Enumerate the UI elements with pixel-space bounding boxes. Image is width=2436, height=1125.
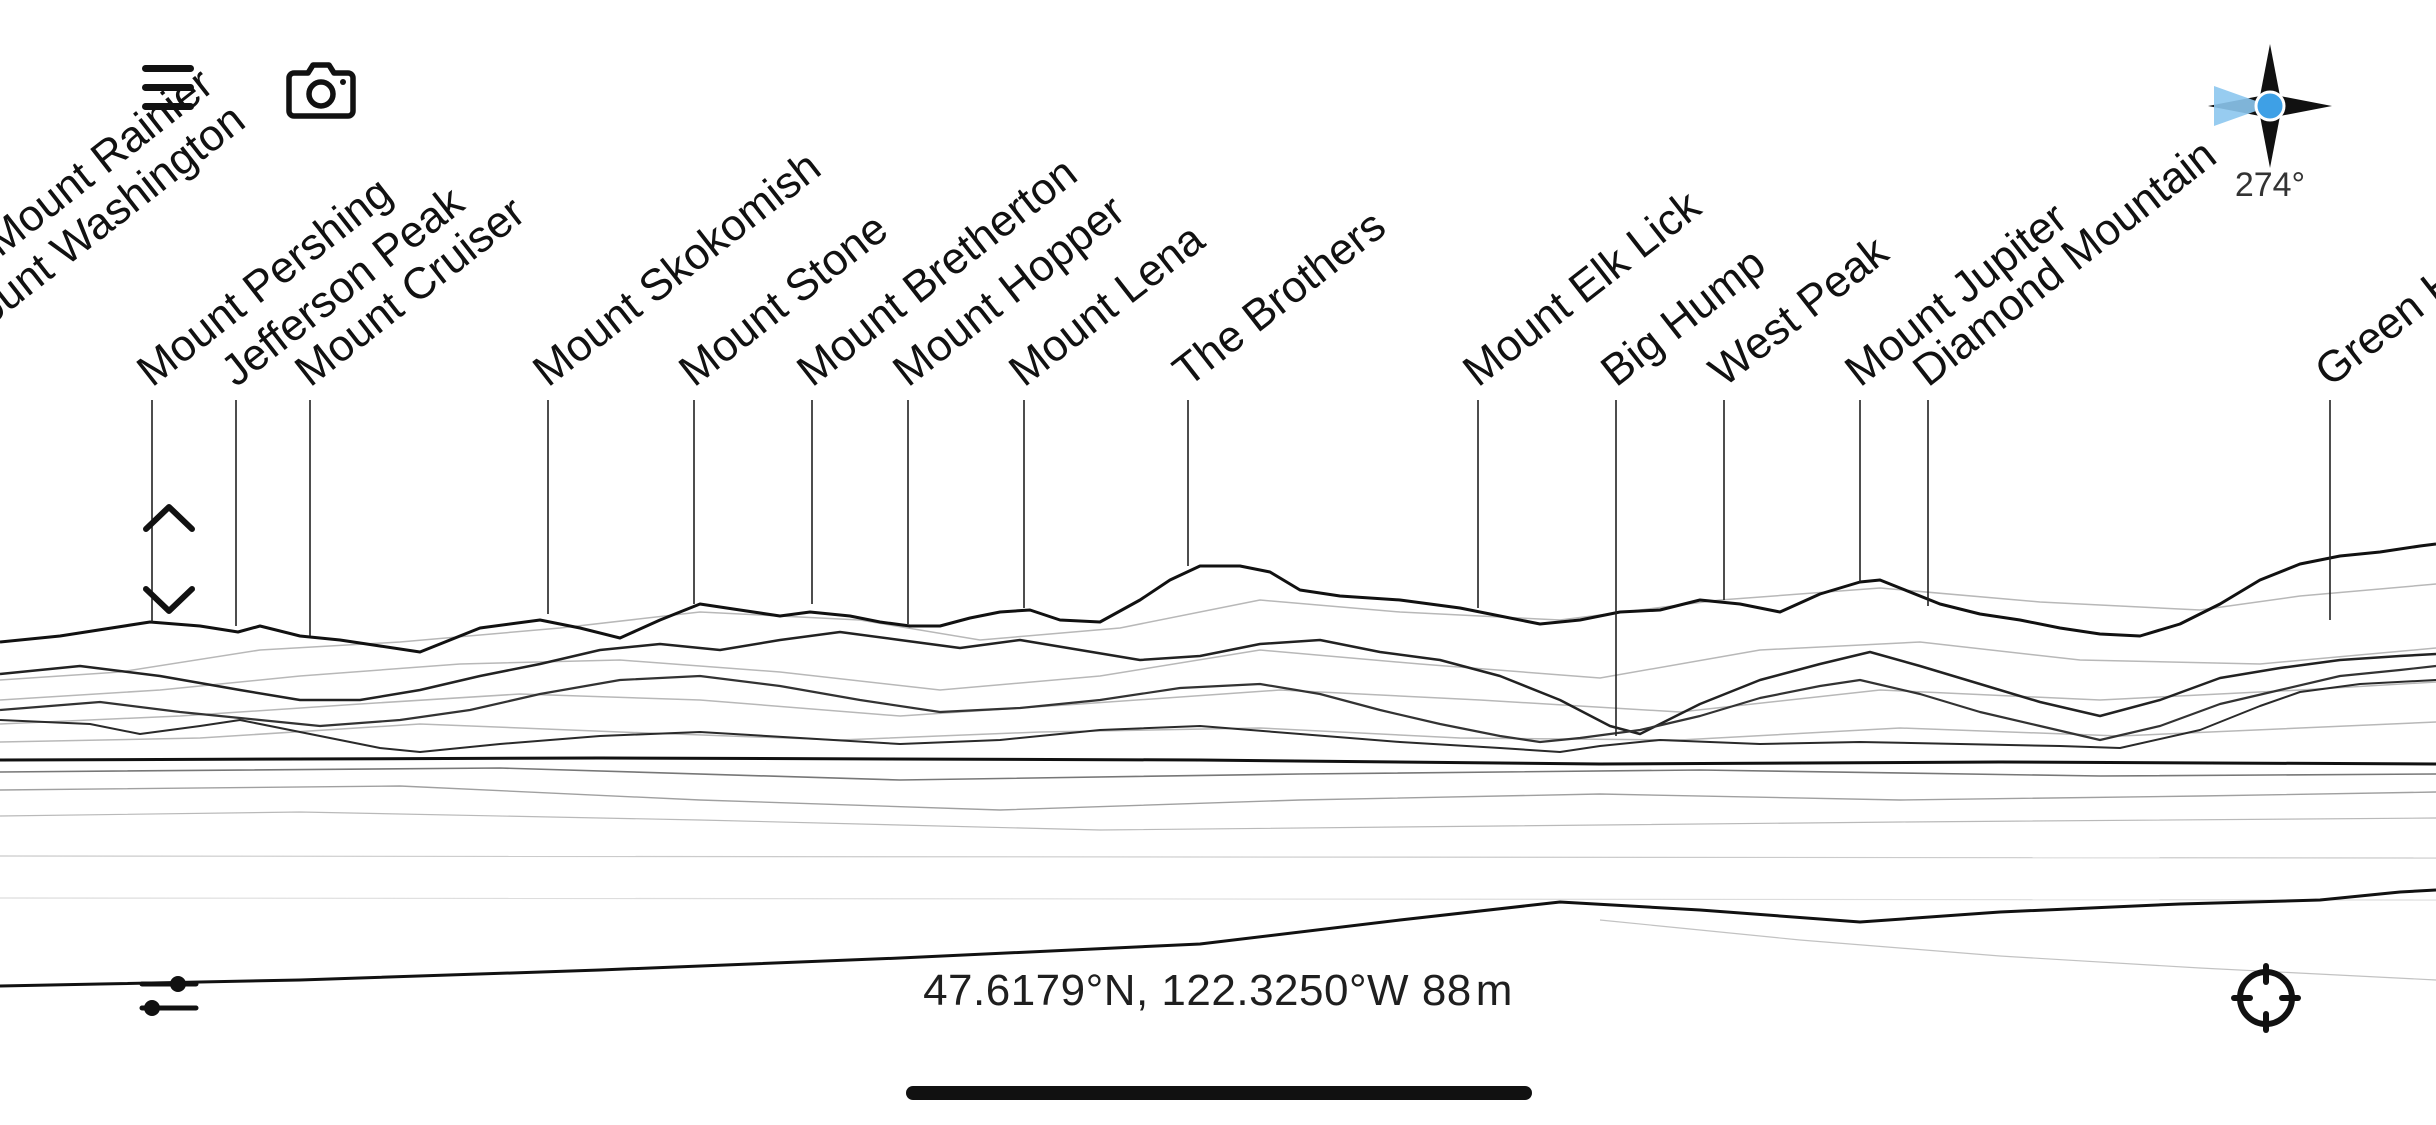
- menu-button[interactable]: [132, 52, 204, 124]
- near-ridge-2: [0, 785, 2436, 811]
- ridge-mid-2: [0, 664, 2436, 744]
- ridge-faint: [0, 583, 2436, 681]
- coordinates-text: 47.6179°N, 122.3250°W: [923, 966, 1410, 1015]
- near-ridge-5: [0, 897, 2436, 901]
- near-ridge-1: [0, 767, 2436, 781]
- ridge-faint: [0, 721, 2436, 743]
- near-ridge-4: [0, 855, 2436, 859]
- ridge-lines: [0, 542, 2436, 988]
- sliders-icon: [139, 976, 199, 1016]
- chevron-down-icon: [143, 586, 195, 614]
- horizon-line: [0, 756, 2436, 766]
- peak-label[interactable]: The Brothers: [1164, 201, 1395, 396]
- peak-label[interactable]: Diamond Mountain: [1904, 130, 2225, 396]
- locate-me-button[interactable]: [2226, 958, 2306, 1038]
- ridge-skyline: [0, 542, 2436, 654]
- ridge-mid-1: [0, 630, 2436, 736]
- hamburger-menu-icon: [142, 65, 194, 110]
- camera-button[interactable]: [280, 52, 362, 128]
- elevation-down-button[interactable]: [138, 576, 200, 626]
- chevron-up-icon: [143, 504, 195, 532]
- compass-icon: [2208, 44, 2332, 168]
- crosshair-locate-icon: [2231, 963, 2301, 1033]
- near-ridge-3: [0, 811, 2436, 831]
- elevation-value: 88: [1421, 966, 1472, 1015]
- compass-button[interactable]: [2200, 36, 2340, 176]
- peak-label[interactable]: Mount Elk Lick: [1454, 181, 1710, 396]
- heading-readout: 274°: [2234, 166, 2306, 204]
- home-indicator[interactable]: [906, 1086, 1532, 1100]
- camera-icon: [286, 62, 356, 119]
- location-readout: 47.6179°N, 122.3250°W 88m: [700, 966, 1736, 1016]
- ridge-faint: [0, 641, 2436, 701]
- elevation-unit: m: [1475, 966, 1513, 1015]
- foreground-contour: [0, 888, 2436, 988]
- peak-label[interactable]: Green Hill: [2306, 237, 2436, 396]
- ridge-mid-3: [0, 679, 2436, 753]
- ridge-faint: [0, 681, 2436, 725]
- filter-settings-button[interactable]: [134, 964, 204, 1028]
- elevation-up-button[interactable]: [138, 492, 200, 542]
